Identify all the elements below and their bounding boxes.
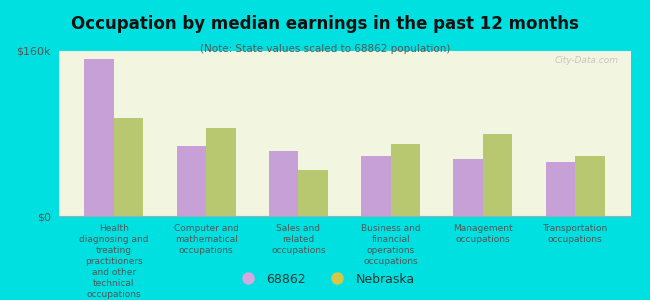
Bar	[361, 156, 391, 216]
Bar	[575, 156, 604, 216]
Bar	[269, 151, 298, 216]
Text: City-Data.com: City-Data.com	[555, 56, 619, 65]
Bar	[298, 169, 328, 216]
Bar	[483, 134, 512, 216]
Text: (Note: State values scaled to 68862 population): (Note: State values scaled to 68862 popu…	[200, 44, 450, 53]
Bar	[453, 159, 483, 216]
Bar	[114, 118, 144, 216]
Bar	[177, 146, 206, 216]
Text: Occupation by median earnings in the past 12 months: Occupation by median earnings in the pas…	[71, 15, 579, 33]
Bar	[84, 59, 114, 216]
Bar	[545, 162, 575, 216]
Bar	[206, 128, 236, 216]
Legend: 68862, Nebraska: 68862, Nebraska	[230, 268, 420, 291]
Bar	[391, 144, 420, 216]
